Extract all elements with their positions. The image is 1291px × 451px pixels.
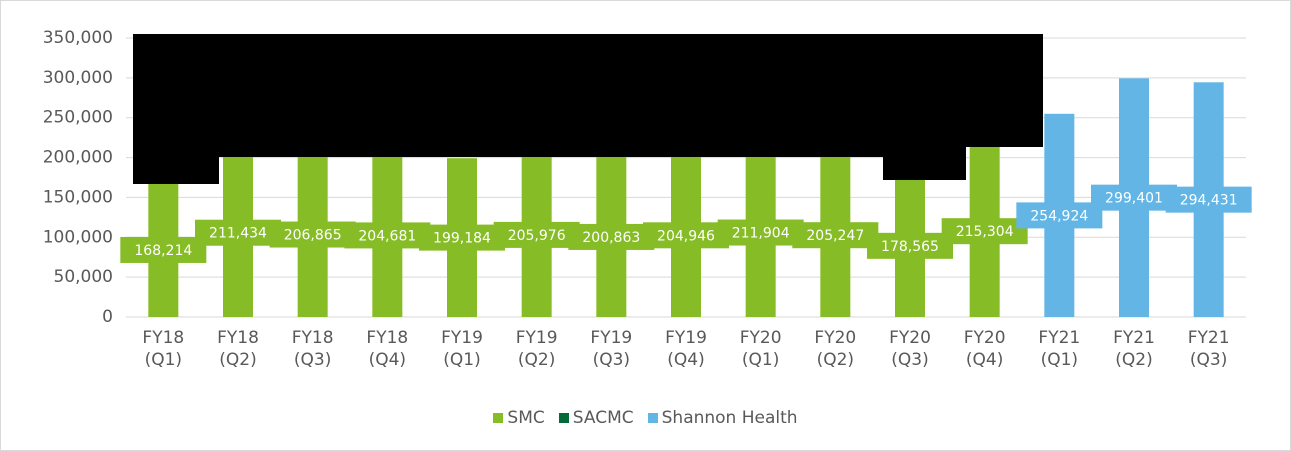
- legend-marker: [558, 413, 569, 423]
- data-label-box: [493, 221, 580, 248]
- x-tick-label: FY19 (Q4): [665, 328, 707, 370]
- data-label: 211,904: [732, 226, 790, 242]
- data-label-box: [120, 236, 207, 263]
- x-tick-label: FY20 (Q2): [814, 328, 857, 370]
- legend-item: SMC: [493, 408, 545, 428]
- data-label-box: [344, 222, 431, 249]
- legend-marker: [647, 413, 658, 423]
- y-tick-label: 350,000: [43, 28, 113, 48]
- y-tick-label: 200,000: [43, 148, 113, 168]
- data-label: 254,924: [1030, 208, 1088, 224]
- data-label: 200,863: [582, 230, 640, 246]
- legend-item: Shannon Health: [647, 408, 798, 428]
- x-tick-label: FY20 (Q3): [889, 328, 931, 370]
- data-label: 294,431: [1180, 193, 1238, 209]
- legend-label: SMC: [507, 408, 545, 428]
- x-tick-label: FY20 (Q1): [739, 328, 782, 370]
- data-label-box: [269, 221, 356, 248]
- y-tick-label: 300,000: [43, 68, 113, 88]
- data-label: 199,184: [433, 231, 491, 247]
- data-label: 205,247: [806, 228, 864, 244]
- data-label-box: [792, 222, 879, 249]
- x-tick-label: FY18 (Q1): [142, 328, 185, 370]
- x-tick-label: FY18 (Q4): [366, 328, 409, 370]
- data-label: 215,304: [956, 224, 1014, 240]
- legend-marker: [493, 413, 504, 423]
- x-tick-label: FY18 (Q2): [217, 328, 259, 370]
- redaction: [133, 34, 1043, 184]
- x-tick-label: FY21 (Q1): [1038, 328, 1081, 370]
- x-tick-label: FY20 (Q4): [963, 328, 1006, 370]
- y-tick-label: 50,000: [54, 267, 113, 287]
- legend-label: Shannon Health: [661, 408, 798, 428]
- x-tick-label: FY19 (Q2): [515, 328, 558, 370]
- data-label: 204,946: [657, 228, 715, 244]
- data-label-box: [419, 224, 505, 251]
- data-label: 206,865: [284, 228, 342, 244]
- legend: SMC SACMC Shannon Health: [1, 408, 1290, 428]
- x-tick-label: FY19 (Q3): [590, 328, 633, 370]
- data-label-box: [941, 218, 1028, 245]
- data-label-box: [867, 232, 953, 259]
- y-tick-label: 250,000: [43, 108, 113, 128]
- data-label-box: [568, 223, 655, 250]
- data-label-box: [1091, 184, 1177, 211]
- data-label-box: [643, 222, 729, 249]
- y-tick-label: 150,000: [43, 187, 113, 207]
- x-tick-label: FY18 (Q3): [291, 328, 334, 370]
- legend-label: SACMC: [572, 408, 634, 428]
- y-tick-label: 0: [102, 307, 113, 327]
- x-tick-label: FY19 (Q1): [441, 328, 483, 370]
- data-label: 211,434: [209, 226, 267, 242]
- data-label: 205,976: [508, 228, 566, 244]
- data-label-box: [1016, 202, 1103, 229]
- data-label-box: [717, 219, 804, 246]
- x-tick-label: FY21 (Q3): [1187, 328, 1230, 370]
- data-label-box: [195, 219, 281, 246]
- data-label: 168,214: [134, 243, 192, 259]
- y-tick-label: 100,000: [43, 227, 113, 247]
- data-label: 299,401: [1105, 191, 1163, 207]
- legend-item: SACMC: [558, 408, 634, 428]
- data-label-box: [1165, 186, 1252, 213]
- data-label: 178,565: [881, 239, 939, 255]
- x-tick-label: FY21 (Q2): [1113, 328, 1155, 370]
- data-label: 204,681: [358, 228, 416, 244]
